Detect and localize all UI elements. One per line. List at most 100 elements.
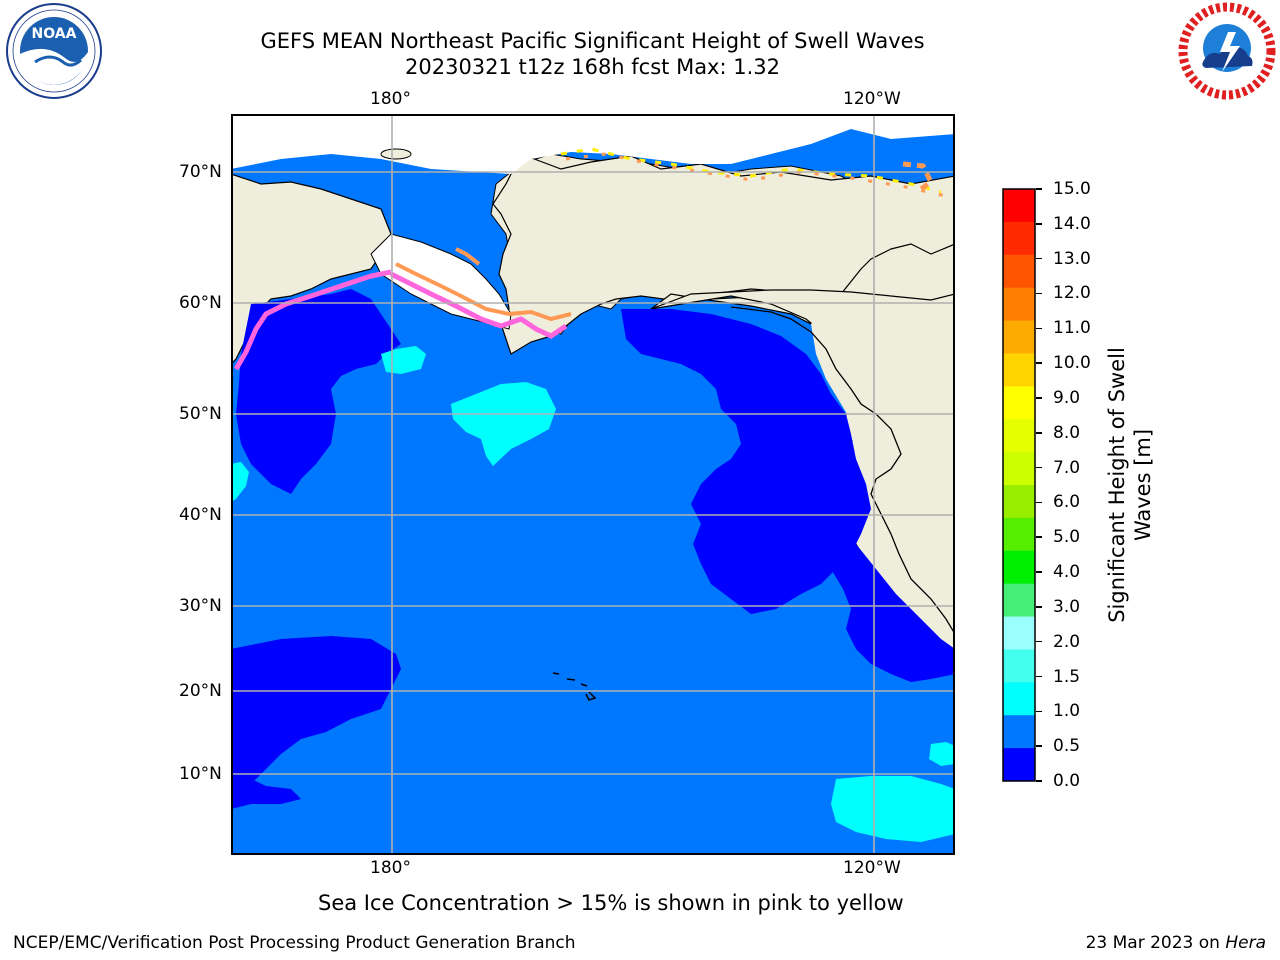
- coastline-west: [730, 306, 954, 634]
- colorbar-tick-label: 1.5: [1053, 666, 1081, 687]
- graticule: [232, 115, 954, 854]
- colorbar-segment: [1003, 419, 1035, 453]
- map-subtitle: 20230321 t12z 168h fcst Max: 1.32: [405, 55, 780, 79]
- colorbar-tick: [1036, 327, 1042, 330]
- sea-ice-canada-orange: [902, 161, 935, 192]
- swell-low-gulf: [621, 309, 871, 614]
- colorbar-tick: [1036, 501, 1042, 504]
- colorbar-tick-label: 3.0: [1053, 596, 1081, 617]
- colorbar-segment: [1003, 287, 1035, 322]
- sea-ice-arctic-yellow: [560, 147, 942, 194]
- colorbar-tick: [1036, 745, 1042, 747]
- colorbar-segment: [1003, 583, 1035, 618]
- colorbar-tick-label: 6.0: [1053, 492, 1081, 513]
- colorbar-tick-label: 0.0: [1053, 771, 1081, 791]
- colorbar-segment: [1003, 320, 1035, 354]
- colorbar: [1002, 188, 1036, 782]
- map-frame: [231, 114, 955, 855]
- colorbar-label: Significant Height of Swell Waves [m]: [1103, 300, 1157, 670]
- colorbar-tick-label: 9.0: [1053, 387, 1081, 408]
- lat-label-10n: 10°N: [179, 764, 222, 784]
- colorbar-segment: [1003, 485, 1035, 519]
- colorbar-segment: [1003, 550, 1035, 585]
- lat-label-20n: 20°N: [179, 681, 222, 701]
- colorbar-tick: [1036, 397, 1042, 399]
- colorbar-segment: [1003, 353, 1035, 387]
- colorbar-segment: [1003, 682, 1035, 716]
- swell-mid-west: [232, 462, 249, 502]
- lat-label-40n: 40°N: [179, 505, 222, 525]
- colorbar-segment: [1003, 452, 1035, 486]
- colorbar-segment: [1003, 616, 1035, 650]
- swell-low-west-tropics: [232, 636, 401, 799]
- nws-logo: [1178, 2, 1276, 100]
- colorbar-tick: [1036, 675, 1042, 678]
- lat-label-50n: 50°N: [179, 404, 222, 424]
- colorbar-tick: [1036, 710, 1042, 713]
- colorbar-tick-label: 13.0: [1053, 248, 1091, 269]
- colorbar-tick: [1036, 466, 1042, 469]
- noaa-logo: NOAA: [5, 2, 103, 100]
- colorbar-tick: [1036, 188, 1042, 190]
- colorbar-tick-label: 8.0: [1053, 422, 1081, 443]
- lat-label-70n: 70°N: [179, 162, 222, 182]
- sea-ice-bering-pink: [389, 271, 568, 339]
- island-wrangel: [380, 148, 412, 160]
- colorbar-segment: [1003, 649, 1035, 683]
- sea-ice-note: Sea Ice Concentration > 15% is shown in …: [318, 891, 904, 915]
- land-interior: [811, 304, 954, 673]
- colorbar-tick: [1036, 223, 1042, 225]
- colorbar-tick: [1036, 292, 1042, 295]
- islands-hawaii: [552, 672, 597, 701]
- sea-ice-west-pink: [233, 269, 392, 371]
- colorbar-tick: [1036, 362, 1042, 364]
- swell-mid-se-small: [929, 742, 954, 766]
- sea-ice-arctic-orange: [565, 152, 947, 198]
- colorbar-tick-label: 14.0: [1053, 213, 1091, 234]
- colorbar-segment: [1003, 517, 1035, 552]
- swell-mid-se: [831, 776, 954, 842]
- colorbar-tick-label: 5.0: [1053, 527, 1081, 548]
- colorbar-segment: [1003, 221, 1035, 256]
- swell-mid-central: [451, 382, 556, 466]
- run-date: 23 Mar 2023 on Hera: [1086, 932, 1266, 954]
- colorbar-tick-label: 1.0: [1053, 701, 1081, 722]
- lon-label-top-120w: 120°W: [843, 89, 901, 109]
- colorbar-tick: [1036, 640, 1042, 643]
- colorbar-segment: [1003, 189, 1035, 223]
- sea-ice-bering-orange: [395, 262, 572, 322]
- colorbar-segment: [1003, 748, 1035, 782]
- colorbar-tick-label: 12.0: [1053, 283, 1091, 304]
- colorbar-tick-label: 4.0: [1053, 562, 1081, 583]
- colorbar-segment: [1003, 715, 1035, 749]
- colorbar-tick-label: 11.0: [1053, 318, 1091, 339]
- lon-label-bottom-180: 180°: [370, 858, 411, 878]
- arctic-white: [232, 115, 954, 174]
- swell-low-sw: [232, 774, 301, 809]
- colorbar-tick: [1036, 606, 1042, 608]
- noaa-logo-text: NOAA: [32, 26, 77, 42]
- lat-label-60n: 60°N: [179, 293, 222, 313]
- run-system: Hera: [1225, 933, 1266, 953]
- colorbar-segment: [1003, 254, 1035, 289]
- lon-label-bottom-120w: 120°W: [843, 858, 901, 878]
- colorbar-tick-label: 15.0: [1053, 179, 1091, 199]
- map-title: GEFS MEAN Northeast Pacific Significant …: [260, 29, 925, 53]
- lon-label-top-180: 180°: [370, 89, 411, 109]
- lat-label-30n: 30°N: [179, 596, 222, 616]
- credit-text: NCEP/EMC/Verification Post Processing Pr…: [13, 933, 576, 953]
- colorbar-tick: [1036, 780, 1042, 782]
- colorbar-tick: [1036, 571, 1042, 573]
- swell-low-ca-coast: [831, 534, 954, 682]
- colorbar-tick: [1036, 432, 1042, 434]
- sea-ice-norton-orange: [455, 247, 481, 266]
- colorbar-tick: [1036, 257, 1042, 260]
- run-date-text: 23 Mar 2023 on: [1085, 933, 1220, 953]
- colorbar-tick-label: 10.0: [1053, 353, 1091, 374]
- colorbar-tick-label: 0.5: [1053, 736, 1081, 757]
- colorbar-tick-label: 7.0: [1053, 457, 1081, 478]
- swell-low-northwest: [236, 289, 401, 494]
- colorbar-segment: [1003, 386, 1035, 420]
- colorbar-tick: [1036, 536, 1042, 538]
- swell-wave-map: [231, 114, 955, 855]
